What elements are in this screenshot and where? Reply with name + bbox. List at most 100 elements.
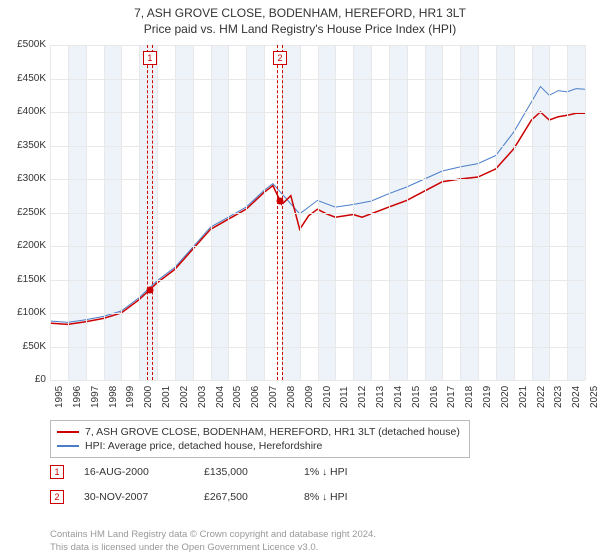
x-axis-label: 2010 bbox=[322, 386, 333, 408]
marker-band bbox=[147, 45, 153, 380]
y-axis-label: £500K bbox=[6, 39, 46, 50]
y-axis-label: £450K bbox=[6, 73, 46, 84]
x-axis-label: 2021 bbox=[518, 386, 529, 408]
event-marker-1: 1 bbox=[50, 465, 64, 479]
x-axis-label: 2025 bbox=[589, 386, 600, 408]
gridline-v bbox=[264, 45, 265, 380]
y-axis-label: £300K bbox=[6, 173, 46, 184]
event-date-2: 30-NOV-2007 bbox=[84, 491, 184, 503]
x-axis-label: 2011 bbox=[339, 386, 350, 408]
event-pct-2: 8% ↓ HPI bbox=[304, 491, 348, 503]
gridline-v bbox=[460, 45, 461, 380]
gridline-v bbox=[335, 45, 336, 380]
y-axis-label: £200K bbox=[6, 240, 46, 251]
plot-area: 12 bbox=[50, 45, 585, 380]
x-axis-label: 2013 bbox=[375, 386, 386, 408]
legend-item-2: HPI: Average price, detached house, Here… bbox=[57, 439, 463, 453]
gridline-v bbox=[585, 45, 586, 380]
gridline-v bbox=[318, 45, 319, 380]
gridline-v bbox=[86, 45, 87, 380]
gridline-v bbox=[549, 45, 550, 380]
x-axis-label: 2004 bbox=[215, 386, 226, 408]
gridline-v bbox=[567, 45, 568, 380]
footer-line-2: This data is licensed under the Open Gov… bbox=[50, 542, 376, 554]
x-axis-label: 2019 bbox=[482, 386, 493, 408]
x-axis-label: 2000 bbox=[143, 386, 154, 408]
gridline-v bbox=[121, 45, 122, 380]
x-axis-label: 2018 bbox=[464, 386, 475, 408]
chart-area: 12 £0£50K£100K£150K£200K£250K£300K£350K£… bbox=[0, 40, 600, 415]
gridline-v bbox=[478, 45, 479, 380]
x-axis-label: 2006 bbox=[250, 386, 261, 408]
gridline-v bbox=[514, 45, 515, 380]
gridline-v bbox=[300, 45, 301, 380]
marker-flag: 1 bbox=[143, 51, 157, 65]
gridline-v bbox=[228, 45, 229, 380]
chart-subtitle: Price paid vs. HM Land Registry's House … bbox=[0, 20, 600, 36]
event-date-1: 16-AUG-2000 bbox=[84, 466, 184, 478]
y-axis-label: £150K bbox=[6, 274, 46, 285]
footer: Contains HM Land Registry data © Crown c… bbox=[50, 529, 376, 554]
x-axis-label: 1995 bbox=[54, 386, 65, 408]
gridline-v bbox=[407, 45, 408, 380]
legend-swatch-2 bbox=[57, 445, 79, 447]
event-row-1: 1 16-AUG-2000 £135,000 1% ↓ HPI bbox=[50, 465, 348, 479]
x-axis-label: 2012 bbox=[357, 386, 368, 408]
x-axis-label: 2015 bbox=[411, 386, 422, 408]
arrow-down-icon: ↓ bbox=[322, 467, 327, 478]
gridline-v bbox=[68, 45, 69, 380]
legend-label-2: HPI: Average price, detached house, Here… bbox=[85, 440, 322, 452]
x-axis-label: 2016 bbox=[429, 386, 440, 408]
gridline-v bbox=[211, 45, 212, 380]
legend-item-1: 7, ASH GROVE CLOSE, BODENHAM, HEREFORD, … bbox=[57, 425, 463, 439]
event-marker-2: 2 bbox=[50, 490, 64, 504]
gridline-h bbox=[50, 380, 585, 381]
y-axis-label: £100K bbox=[6, 307, 46, 318]
x-axis-label: 2007 bbox=[268, 386, 279, 408]
x-axis-label: 2005 bbox=[232, 386, 243, 408]
x-axis-label: 2009 bbox=[304, 386, 315, 408]
gridline-v bbox=[246, 45, 247, 380]
gridline-v bbox=[50, 45, 51, 380]
chart-container: 7, ASH GROVE CLOSE, BODENHAM, HEREFORD, … bbox=[0, 0, 600, 560]
chart-title: 7, ASH GROVE CLOSE, BODENHAM, HEREFORD, … bbox=[0, 0, 600, 20]
gridline-v bbox=[104, 45, 105, 380]
gridline-v bbox=[389, 45, 390, 380]
gridline-v bbox=[193, 45, 194, 380]
x-axis-label: 1998 bbox=[108, 386, 119, 408]
y-axis-label: £400K bbox=[6, 106, 46, 117]
gridline-v bbox=[139, 45, 140, 380]
x-axis-label: 1996 bbox=[72, 386, 83, 408]
event-price-2: £267,500 bbox=[204, 491, 284, 503]
x-axis-label: 2001 bbox=[161, 386, 172, 408]
gridline-v bbox=[442, 45, 443, 380]
gridline-v bbox=[175, 45, 176, 380]
marker-flag: 2 bbox=[273, 51, 287, 65]
x-axis-label: 2017 bbox=[446, 386, 457, 408]
marker-band bbox=[277, 45, 283, 380]
gridline-v bbox=[425, 45, 426, 380]
footer-line-1: Contains HM Land Registry data © Crown c… bbox=[50, 529, 376, 541]
legend-swatch-1 bbox=[57, 431, 79, 433]
x-axis-label: 2014 bbox=[393, 386, 404, 408]
y-axis-label: £0 bbox=[6, 374, 46, 385]
x-axis-label: 2002 bbox=[179, 386, 190, 408]
x-axis-label: 2023 bbox=[553, 386, 564, 408]
x-axis-label: 2024 bbox=[571, 386, 582, 408]
event-price-1: £135,000 bbox=[204, 466, 284, 478]
y-axis-label: £50K bbox=[6, 341, 46, 352]
marker-dot bbox=[277, 197, 284, 204]
legend-label-1: 7, ASH GROVE CLOSE, BODENHAM, HEREFORD, … bbox=[85, 426, 460, 438]
x-axis-label: 1997 bbox=[90, 386, 101, 408]
gridline-v bbox=[353, 45, 354, 380]
marker-dot bbox=[146, 286, 153, 293]
x-axis-label: 1999 bbox=[125, 386, 136, 408]
x-axis-label: 2008 bbox=[286, 386, 297, 408]
legend: 7, ASH GROVE CLOSE, BODENHAM, HEREFORD, … bbox=[50, 420, 470, 458]
x-axis-label: 2003 bbox=[197, 386, 208, 408]
y-axis-label: £250K bbox=[6, 207, 46, 218]
gridline-v bbox=[496, 45, 497, 380]
y-axis-label: £350K bbox=[6, 140, 46, 151]
gridline-v bbox=[532, 45, 533, 380]
gridline-v bbox=[371, 45, 372, 380]
